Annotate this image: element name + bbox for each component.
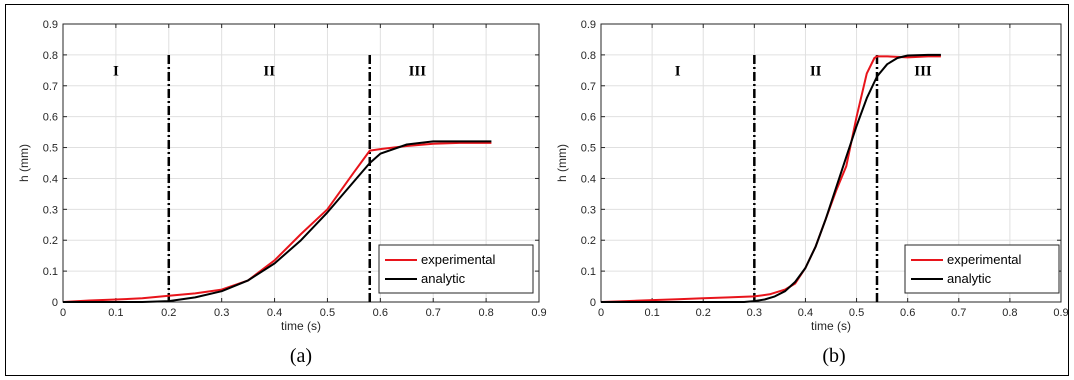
legend: experimental analytic — [904, 244, 1060, 294]
x-tick-label: 0.7 — [426, 307, 441, 319]
y-axis-label: h (mm) — [17, 144, 31, 182]
y-tick-label: 0.6 — [581, 112, 596, 124]
y-tick-label: 0.1 — [581, 266, 596, 278]
x-tick-label: 0.9 — [1053, 307, 1068, 319]
legend-box — [904, 244, 1060, 294]
x-tick-label: 0.8 — [478, 307, 493, 319]
series-line-experimental — [62, 141, 492, 303]
legend-label-analytic: analytic — [421, 271, 466, 286]
chart-panel-b: 0 0.1 0.2 0.3 0.4 0.5 0.6 0.7 0.8 0.9 0 0.1 0.2 0.3 0.… — [555, 19, 1068, 367]
region-label: III — [409, 63, 427, 79]
y-tick-label: 0.5 — [581, 143, 596, 155]
x-tick-label: 0.2 — [161, 307, 176, 319]
y-tick-label: 0.2 — [581, 235, 596, 247]
region-label: I — [113, 63, 119, 79]
x-tick-label: 0.3 — [214, 307, 229, 319]
region-label: II — [263, 63, 275, 79]
x-tick-label: 0.7 — [951, 307, 966, 319]
x-tick-label: 0 — [60, 307, 66, 319]
x-tick-label: 0.4 — [798, 307, 813, 319]
y-tick-label: 0.3 — [43, 204, 58, 216]
y-tick-label: 0.7 — [43, 81, 58, 93]
x-tick-label: 0.6 — [373, 307, 388, 319]
series-line-analytic — [63, 140, 492, 303]
y-tick-label: 0.4 — [581, 173, 596, 185]
x-tick-label: 0 — [598, 307, 604, 319]
x-tick-label: 0.2 — [696, 307, 711, 319]
region-label: III — [914, 63, 932, 79]
x-axis-label: time (s) — [811, 319, 851, 333]
y-tick-label: 0.9 — [43, 19, 58, 31]
legend-label-analytic: analytic — [947, 271, 992, 286]
x-tick-label: 0.4 — [267, 307, 282, 319]
y-tick-label: 0.7 — [581, 81, 596, 93]
x-tick-label: 0.5 — [320, 307, 335, 319]
y-tick-label: 0.8 — [43, 50, 58, 62]
panel-caption: (a) — [290, 345, 312, 367]
legend-label-experimental: experimental — [947, 252, 1022, 267]
x-axis-label: time (s) — [281, 319, 321, 333]
y-tick-label: 0 — [590, 297, 596, 309]
region-label: I — [675, 63, 681, 79]
panel-caption: (b) — [822, 345, 845, 367]
x-tick-label: 0.8 — [1002, 307, 1017, 319]
x-tick-label: 0.3 — [747, 307, 762, 319]
y-tick-label: 0.2 — [43, 235, 58, 247]
figure-frame: 0 0.1 0.2 0.3 0.4 0.5 0.6 0.7 0.8 0.9 0 0.1 0.2 0.3 0.… — [5, 4, 1069, 376]
legend-label-experimental: experimental — [421, 252, 496, 267]
y-axis-label: h (mm) — [555, 144, 569, 182]
y-tick-label: 0.5 — [43, 143, 58, 155]
axes-box — [62, 23, 540, 303]
y-tick-label: 0.6 — [43, 112, 58, 124]
series-line-analytic — [601, 53, 941, 303]
figure-canvas: 0 0.1 0.2 0.3 0.4 0.5 0.6 0.7 0.8 0.9 0 0.1 0.2 0.3 0.… — [17, 19, 1068, 367]
legend-box — [378, 244, 534, 294]
y-tick-label: 0.8 — [581, 50, 596, 62]
y-tick-label: 0.1 — [43, 266, 58, 278]
x-tick-label: 0.1 — [644, 307, 659, 319]
legend: experimental analytic — [378, 244, 534, 294]
chart-panel-a: 0 0.1 0.2 0.3 0.4 0.5 0.6 0.7 0.8 0.9 0 0.1 0.2 0.3 0.… — [17, 19, 547, 367]
y-tick-label: 0.3 — [581, 204, 596, 216]
y-tick-label: 0.9 — [581, 19, 596, 31]
x-tick-label: 0.6 — [900, 307, 915, 319]
y-tick-label: 0.4 — [43, 173, 58, 185]
x-tick-label: 0.5 — [849, 307, 864, 319]
region-label: II — [810, 63, 822, 79]
x-tick-label: 0.9 — [531, 307, 546, 319]
y-tick-label: 0 — [52, 297, 58, 309]
x-tick-label: 0.1 — [108, 307, 123, 319]
axes-box — [600, 23, 1062, 303]
